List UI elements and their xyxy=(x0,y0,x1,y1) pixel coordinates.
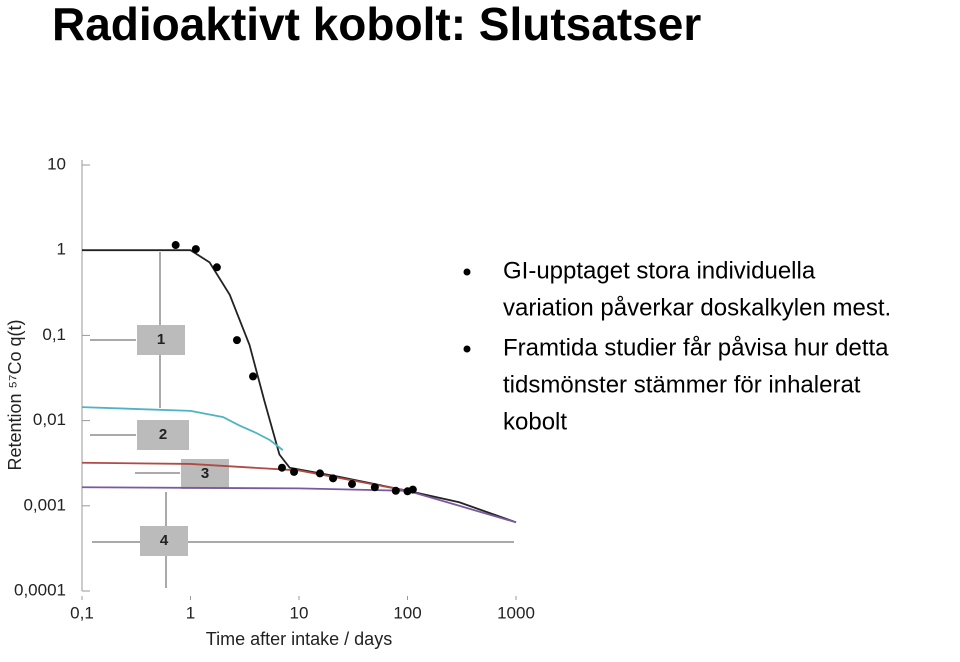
data-point xyxy=(249,372,258,381)
series-line xyxy=(81,486,517,524)
box xyxy=(137,325,185,355)
box xyxy=(140,526,188,556)
data-point xyxy=(212,263,221,272)
legend-boxes xyxy=(137,325,229,556)
data-point xyxy=(348,480,357,489)
bullet-dot xyxy=(463,268,471,276)
bullet-text: variation påverkar doskalkylen mest. xyxy=(503,294,891,321)
data-point xyxy=(277,463,286,472)
bullet-dot xyxy=(463,345,471,353)
data-point xyxy=(191,245,200,254)
bullet-text: Framtida studier får påvisa hur detta xyxy=(503,334,889,361)
y-tick-label: 0,0001 xyxy=(14,580,66,599)
bullet-text: kobolt xyxy=(503,408,567,435)
x-tick-label: 1000 xyxy=(497,603,535,622)
data-point xyxy=(370,483,379,492)
x-tick-label: 10 xyxy=(290,603,309,622)
data-point xyxy=(329,474,338,483)
series-line xyxy=(81,461,408,492)
box xyxy=(137,420,189,450)
series-line xyxy=(82,249,517,524)
box-label: 1 xyxy=(157,331,165,348)
data-point xyxy=(391,486,400,495)
data-point xyxy=(171,241,180,250)
bullet-text: tidsmönster stämmer för inhalerat xyxy=(503,371,861,398)
y-tick-label: 0,01 xyxy=(33,410,66,429)
box-label: 3 xyxy=(201,465,209,482)
x-tick-label: 0,1 xyxy=(70,603,94,622)
data-point xyxy=(232,336,241,345)
box-label: 2 xyxy=(159,426,167,443)
x-axis-label: Time after intake / days xyxy=(206,629,392,649)
series-line xyxy=(81,406,284,451)
bullet-text: GI-upptaget stora individuella xyxy=(503,257,816,284)
data-point xyxy=(408,485,417,494)
y-tick-label: 1 xyxy=(57,240,66,259)
data-point xyxy=(315,469,324,478)
y-tick-label: 0,1 xyxy=(42,325,66,344)
y-tick-label: 10 xyxy=(47,154,66,173)
data-point xyxy=(290,467,299,476)
x-tick-label: 1 xyxy=(186,603,195,622)
x-tick-label: 100 xyxy=(393,603,421,622)
box-label: 4 xyxy=(160,532,169,549)
y-tick-label: 0,001 xyxy=(23,495,66,514)
slide-title: Radioaktivt kobolt: Slutsatser xyxy=(52,0,701,50)
y-axis-label: Retention ⁵⁷Co q(t) xyxy=(5,319,25,470)
